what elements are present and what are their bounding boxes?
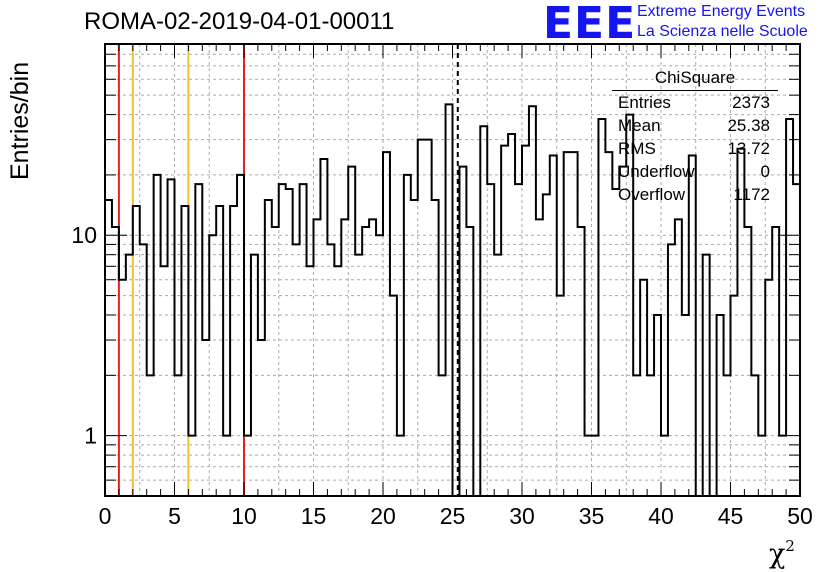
axis-ticks — [104, 43, 801, 497]
stats-label: Mean — [618, 116, 661, 135]
histogram-line — [105, 103, 800, 497]
stats-value: 2373 — [732, 93, 770, 112]
x-axis-label-symbol: χ — [769, 539, 786, 570]
grid-lines — [104, 44, 801, 496]
stats-row-entries: Entries 2373 — [612, 91, 778, 114]
y-axis-label: Entries/bin — [6, 61, 34, 180]
stats-label: Entries — [618, 93, 671, 112]
stats-value: 1172 — [733, 185, 770, 204]
x-axis-label-superscript: 2 — [785, 537, 795, 555]
axis-tick-labels: 0 5 10 15 20 25 30 35 40 45 50 1 10 — [71, 222, 812, 529]
stats-value: 13.72 — [727, 139, 770, 158]
x-tick-label: 0 — [99, 503, 112, 529]
logo-text-line1: Extreme Energy Events — [637, 3, 806, 20]
x-tick-label: 20 — [370, 503, 396, 529]
stats-box: ChiSquare Entries 2373 Mean 25.38 RMS 13… — [612, 66, 778, 206]
histogram-series — [105, 103, 800, 497]
logo-text-line2: La Scienza nelle Scuole — [637, 23, 808, 40]
x-tick-label: 5 — [168, 503, 181, 529]
x-tick-label: 45 — [718, 503, 744, 529]
x-axis-label: χ2 — [769, 537, 795, 570]
x-tick-label: 25 — [440, 503, 466, 529]
stats-title: ChiSquare — [612, 66, 778, 91]
stats-value: 25.38 — [727, 116, 770, 135]
stats-value: 0 — [760, 162, 770, 181]
stats-row-overflow: Overflow 1172 — [612, 183, 778, 206]
stats-row-mean: Mean 25.38 — [612, 114, 778, 137]
stats-label: Underflow — [618, 162, 695, 181]
x-tick-label: 35 — [579, 503, 605, 529]
y-tick-label: 10 — [71, 222, 97, 248]
y-tick-label: 1 — [84, 423, 97, 449]
x-tick-label: 50 — [787, 503, 813, 529]
x-tick-label: 30 — [509, 503, 535, 529]
stats-label: Overflow — [618, 185, 686, 204]
chart-title: ROMA-02-2019-04-01-00011 — [84, 8, 395, 35]
eee-logo: EEE — [543, 0, 637, 49]
stats-row-rms: RMS 13.72 — [612, 137, 778, 160]
reference-lines — [117, 44, 459, 496]
stats-label: RMS — [618, 139, 656, 158]
stats-row-underflow: Underflow 0 — [612, 160, 778, 183]
x-tick-label: 10 — [231, 503, 257, 529]
x-tick-label: 40 — [648, 503, 674, 529]
x-tick-label: 15 — [301, 503, 327, 529]
